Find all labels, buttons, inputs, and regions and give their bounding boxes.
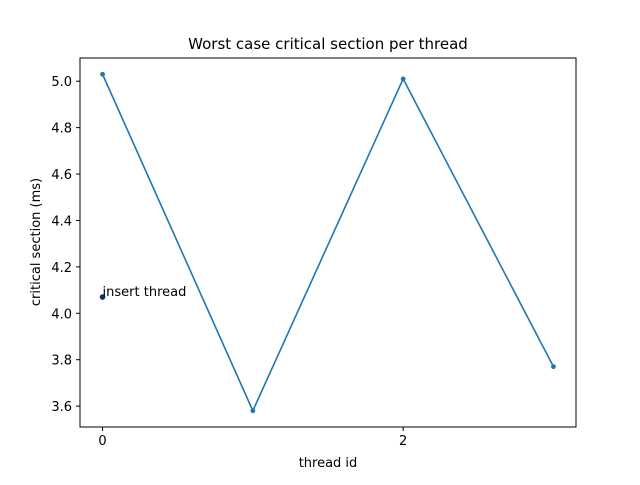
series-line xyxy=(101,73,555,413)
plot-area: 0 2 3.6 3.8 4.0 4.2 4.4 4.6 4.8 5.0 insert thread xyxy=(51,71,556,449)
y-tick-label: 4.6 xyxy=(51,168,72,183)
data-point xyxy=(551,364,556,370)
data-point xyxy=(100,71,105,77)
data-point xyxy=(250,408,256,414)
y-tick-label: 4.2 xyxy=(51,261,72,276)
x-tick-label: 2 xyxy=(399,434,407,449)
chart-title: Worst case critical section per thread xyxy=(188,35,468,53)
x-tick-label: 0 xyxy=(98,434,106,449)
y-tick-label: 4.0 xyxy=(51,307,72,322)
y-tick-label: 3.6 xyxy=(51,400,72,415)
data-point xyxy=(400,76,406,82)
y-tick-label: 4.4 xyxy=(51,214,72,229)
y-axis-label: critical section (ms) xyxy=(29,178,44,306)
axes-frame xyxy=(79,57,577,428)
y-tick-label: 4.8 xyxy=(51,122,72,137)
y-tick-label: 5.0 xyxy=(51,75,72,90)
y-tick-label: 3.8 xyxy=(51,354,72,369)
annotation-point xyxy=(99,294,106,300)
x-axis-label: thread id xyxy=(299,456,358,471)
annotation-label: insert thread xyxy=(103,285,187,300)
